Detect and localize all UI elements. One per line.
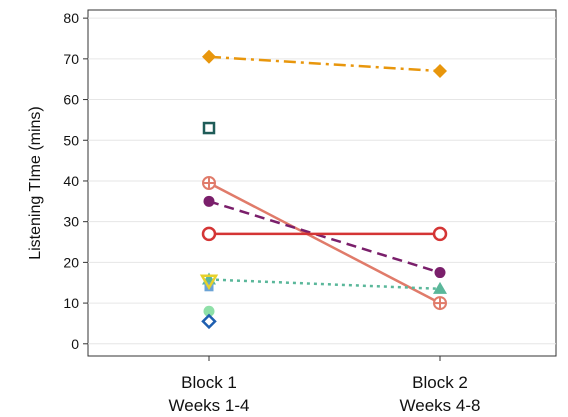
x-tick-label: Weeks 4-8 bbox=[400, 396, 481, 415]
data-point bbox=[201, 226, 217, 242]
x-axis: Block 1 Weeks 1-4 Block 2 Weeks 4-8 bbox=[169, 356, 481, 415]
series-markers bbox=[199, 49, 448, 330]
y-tick-label: 20 bbox=[63, 254, 79, 270]
data-point bbox=[202, 121, 216, 135]
y-tick-label: 70 bbox=[63, 51, 79, 67]
data-point bbox=[201, 313, 217, 330]
y-tick-label: 0 bbox=[71, 336, 79, 352]
series-line bbox=[208, 55, 441, 73]
y-tick-label: 10 bbox=[63, 295, 79, 311]
y-tick-label: 30 bbox=[63, 214, 79, 230]
series-line bbox=[208, 200, 441, 274]
data-point bbox=[434, 267, 446, 279]
data-point bbox=[202, 176, 216, 190]
y-tick-label: 60 bbox=[63, 92, 79, 108]
series-lines bbox=[208, 55, 441, 305]
data-point bbox=[433, 296, 447, 311]
x-tick-label: Weeks 1-4 bbox=[169, 396, 250, 415]
y-tick-label: 80 bbox=[63, 10, 79, 26]
data-point bbox=[433, 281, 447, 294]
y-axis: 0 10 20 30 40 50 60 70 80 bbox=[63, 10, 88, 352]
data-point bbox=[199, 274, 219, 291]
y-axis-title: Listening TIme (mins) bbox=[27, 106, 44, 260]
plot-area bbox=[87, 9, 557, 357]
data-point bbox=[203, 305, 215, 317]
data-point bbox=[202, 49, 216, 64]
y-tick-label: 40 bbox=[63, 173, 79, 189]
data-point bbox=[432, 226, 448, 242]
series-line bbox=[208, 181, 441, 305]
y-tick-label: 50 bbox=[63, 132, 79, 148]
grid bbox=[88, 17, 556, 345]
data-point bbox=[203, 195, 215, 207]
x-tick-label: Block 1 bbox=[181, 373, 237, 392]
data-point bbox=[433, 64, 447, 79]
x-tick-label: Block 2 bbox=[412, 373, 468, 392]
